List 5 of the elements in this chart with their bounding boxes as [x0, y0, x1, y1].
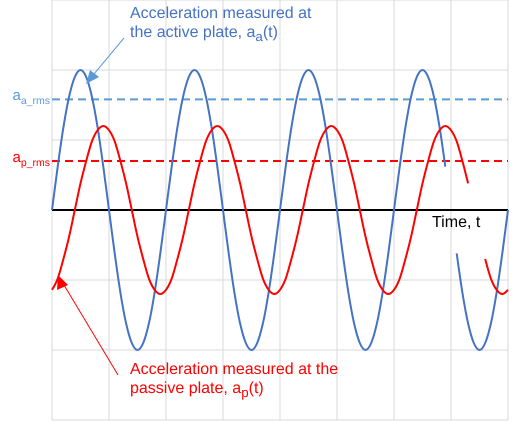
- ref-line-label: a$_{a_rms}$: [12, 87, 50, 108]
- x-axis-title: Time, t: [432, 214, 480, 232]
- ref-line-label: a$_{p_rms}$: [12, 149, 50, 169]
- text: Acceleration measured at the active plate, a$_{a}$(t): [130, 4, 312, 46]
- text: Acceleration measured at the passive plate, a$_{p}$(t): [130, 360, 338, 402]
